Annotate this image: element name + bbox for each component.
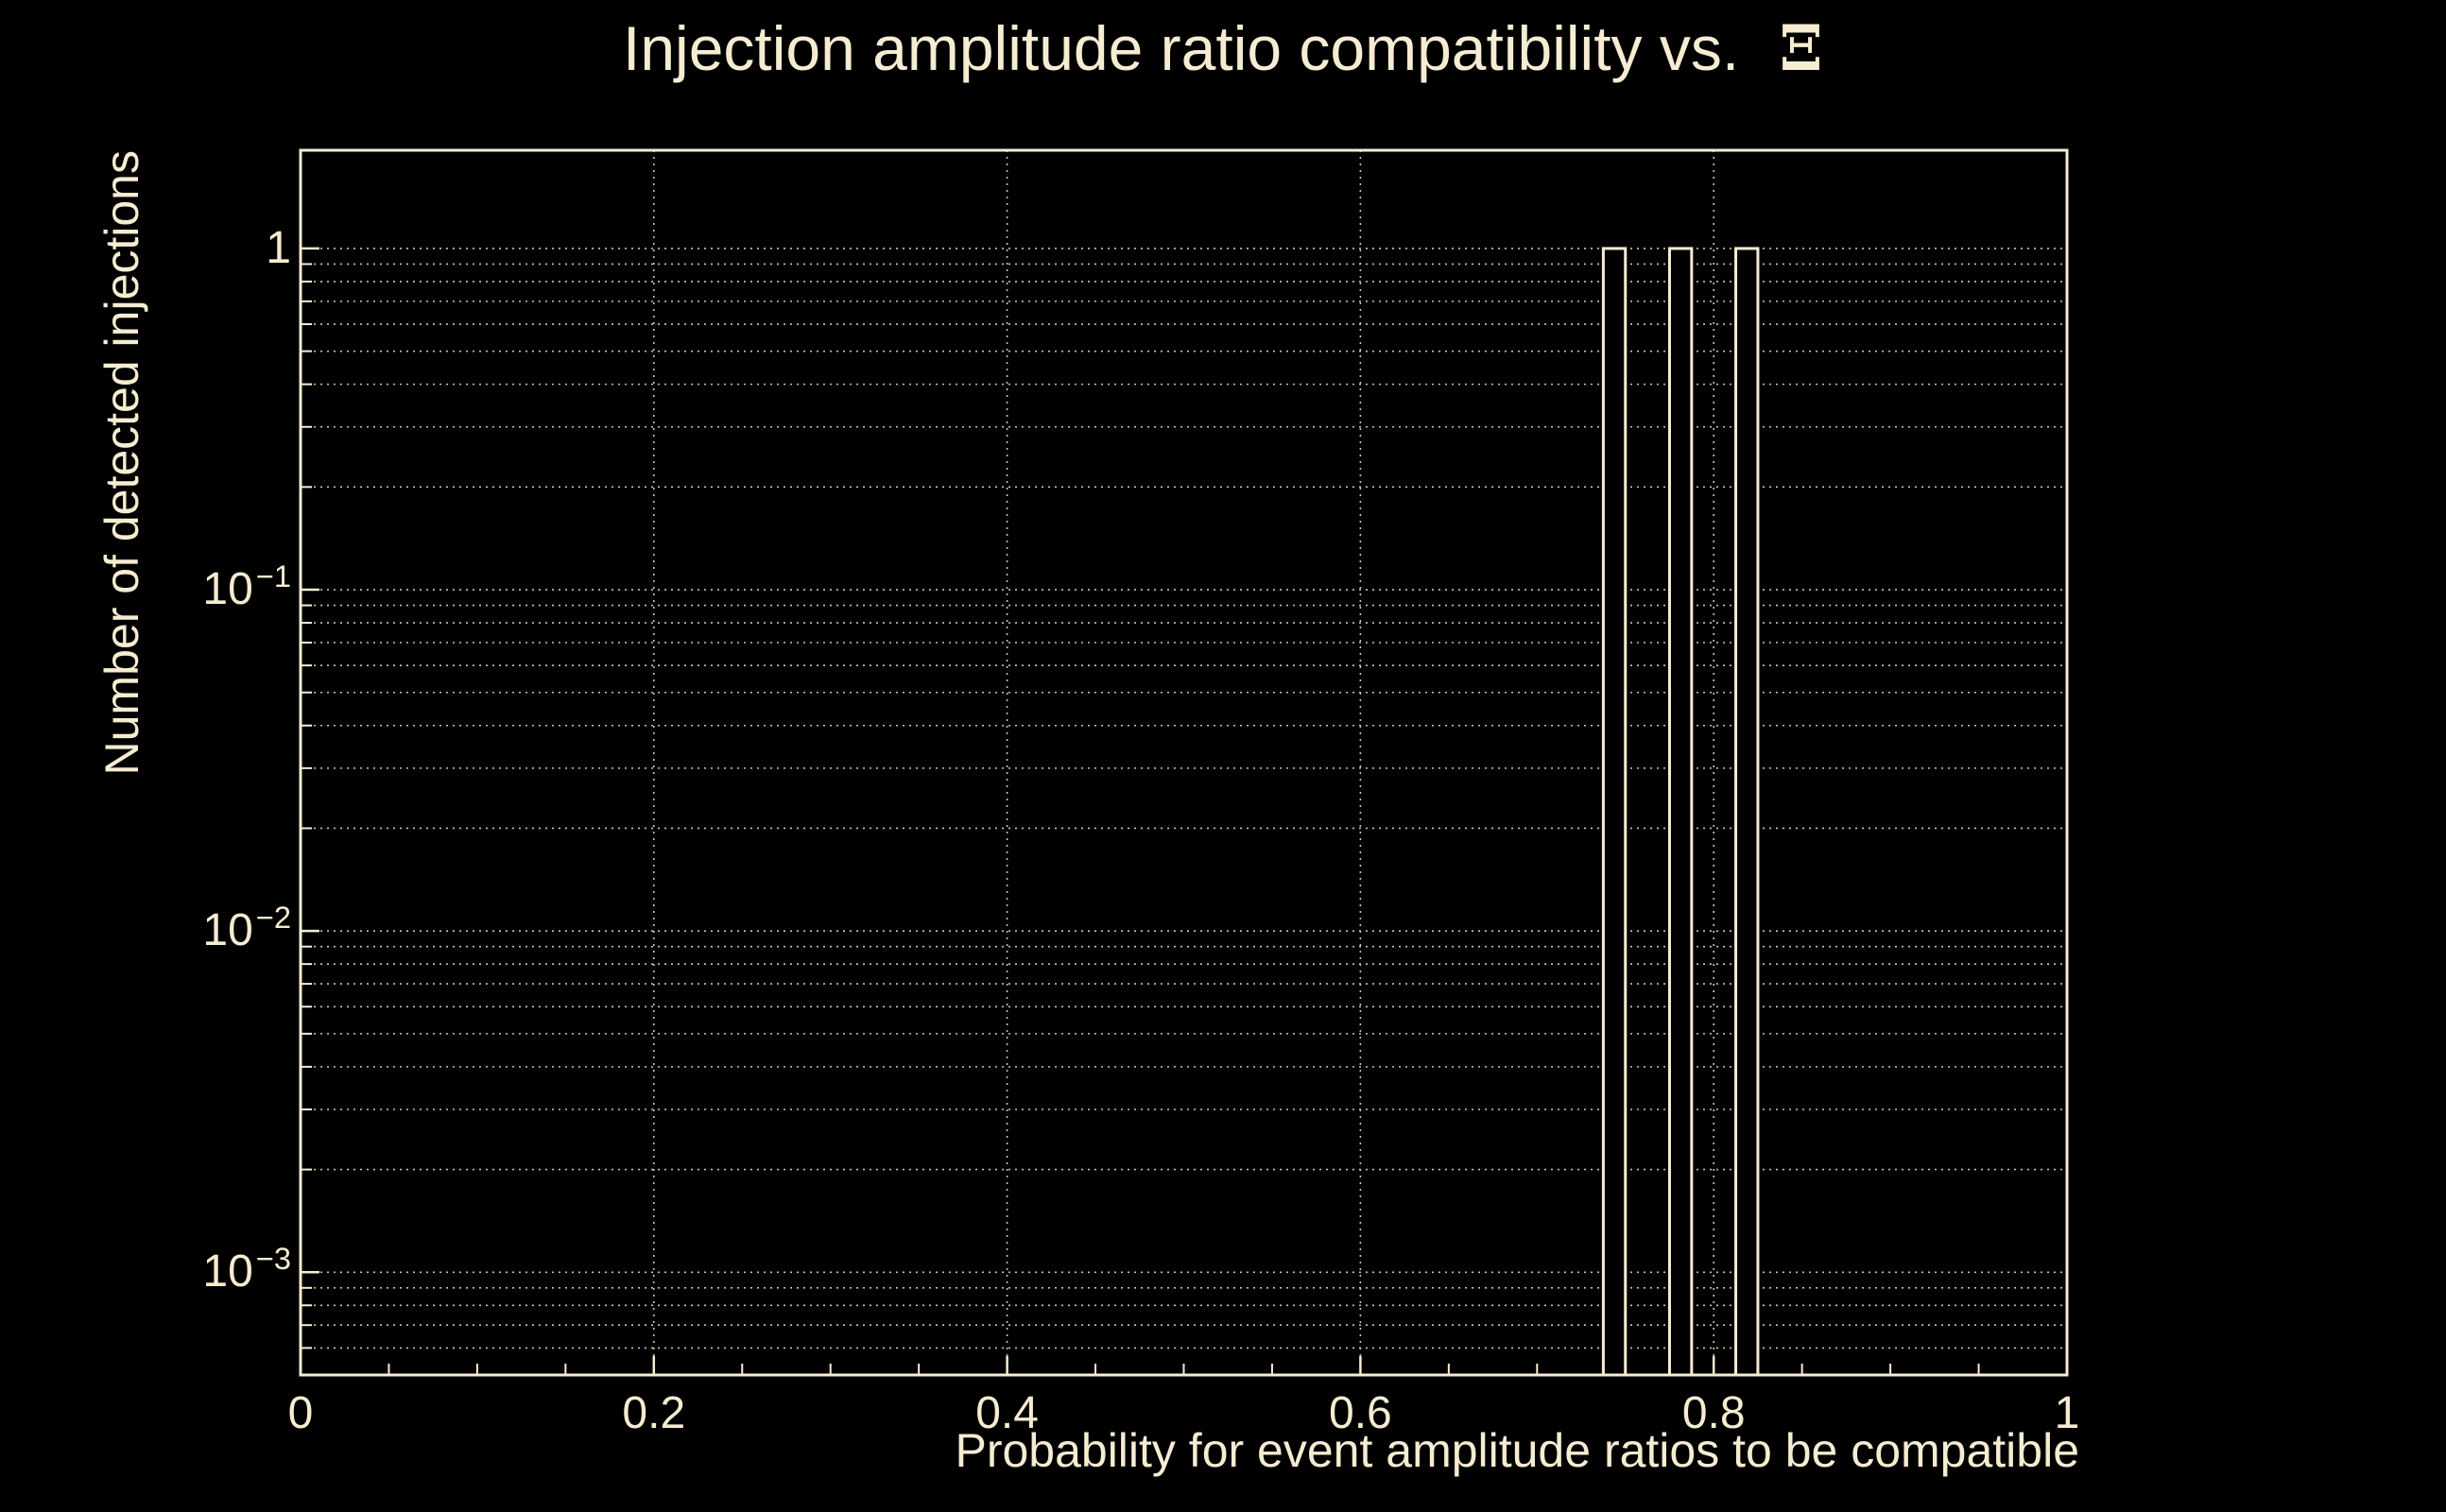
- histogram-bar: [1601, 247, 1628, 1377]
- x-tick-label: 0.6: [1329, 1388, 1392, 1438]
- y-tick-exponent: −2: [255, 900, 291, 936]
- y-tick-label: 10−1: [91, 558, 291, 621]
- y-tick-base: 10: [202, 1246, 253, 1297]
- y-tick-exponent: −3: [255, 1241, 291, 1277]
- y-tick-label: 10−2: [91, 900, 291, 962]
- x-tick-label: 0.2: [622, 1388, 686, 1438]
- x-axis-title: Probability for event amplitude ratios t…: [955, 1424, 2079, 1477]
- y-tick-base: 10: [202, 905, 253, 956]
- y-tick-base: 1: [266, 222, 291, 273]
- y-tick-label: 10−3: [91, 1241, 291, 1303]
- chart-title-text: Injection amplitude ratio compatibility …: [623, 13, 1740, 83]
- plot-frame: [299, 148, 2069, 1377]
- xi-symbol: Ξ: [1779, 11, 1823, 85]
- histogram-bar: [1734, 247, 1760, 1377]
- y-tick-base: 10: [202, 564, 253, 615]
- histogram-bar: [1667, 247, 1694, 1377]
- x-tick-label: 0: [287, 1388, 314, 1438]
- x-tick-label: 1: [2054, 1388, 2080, 1438]
- x-tick-label: 0.8: [1681, 1388, 1746, 1438]
- y-tick-exponent: −1: [255, 558, 291, 594]
- y-tick-label: 1: [91, 221, 291, 276]
- chart-title: Injection amplitude ratio compatibility …: [0, 11, 2446, 85]
- x-tick-label: 0.4: [975, 1388, 1039, 1438]
